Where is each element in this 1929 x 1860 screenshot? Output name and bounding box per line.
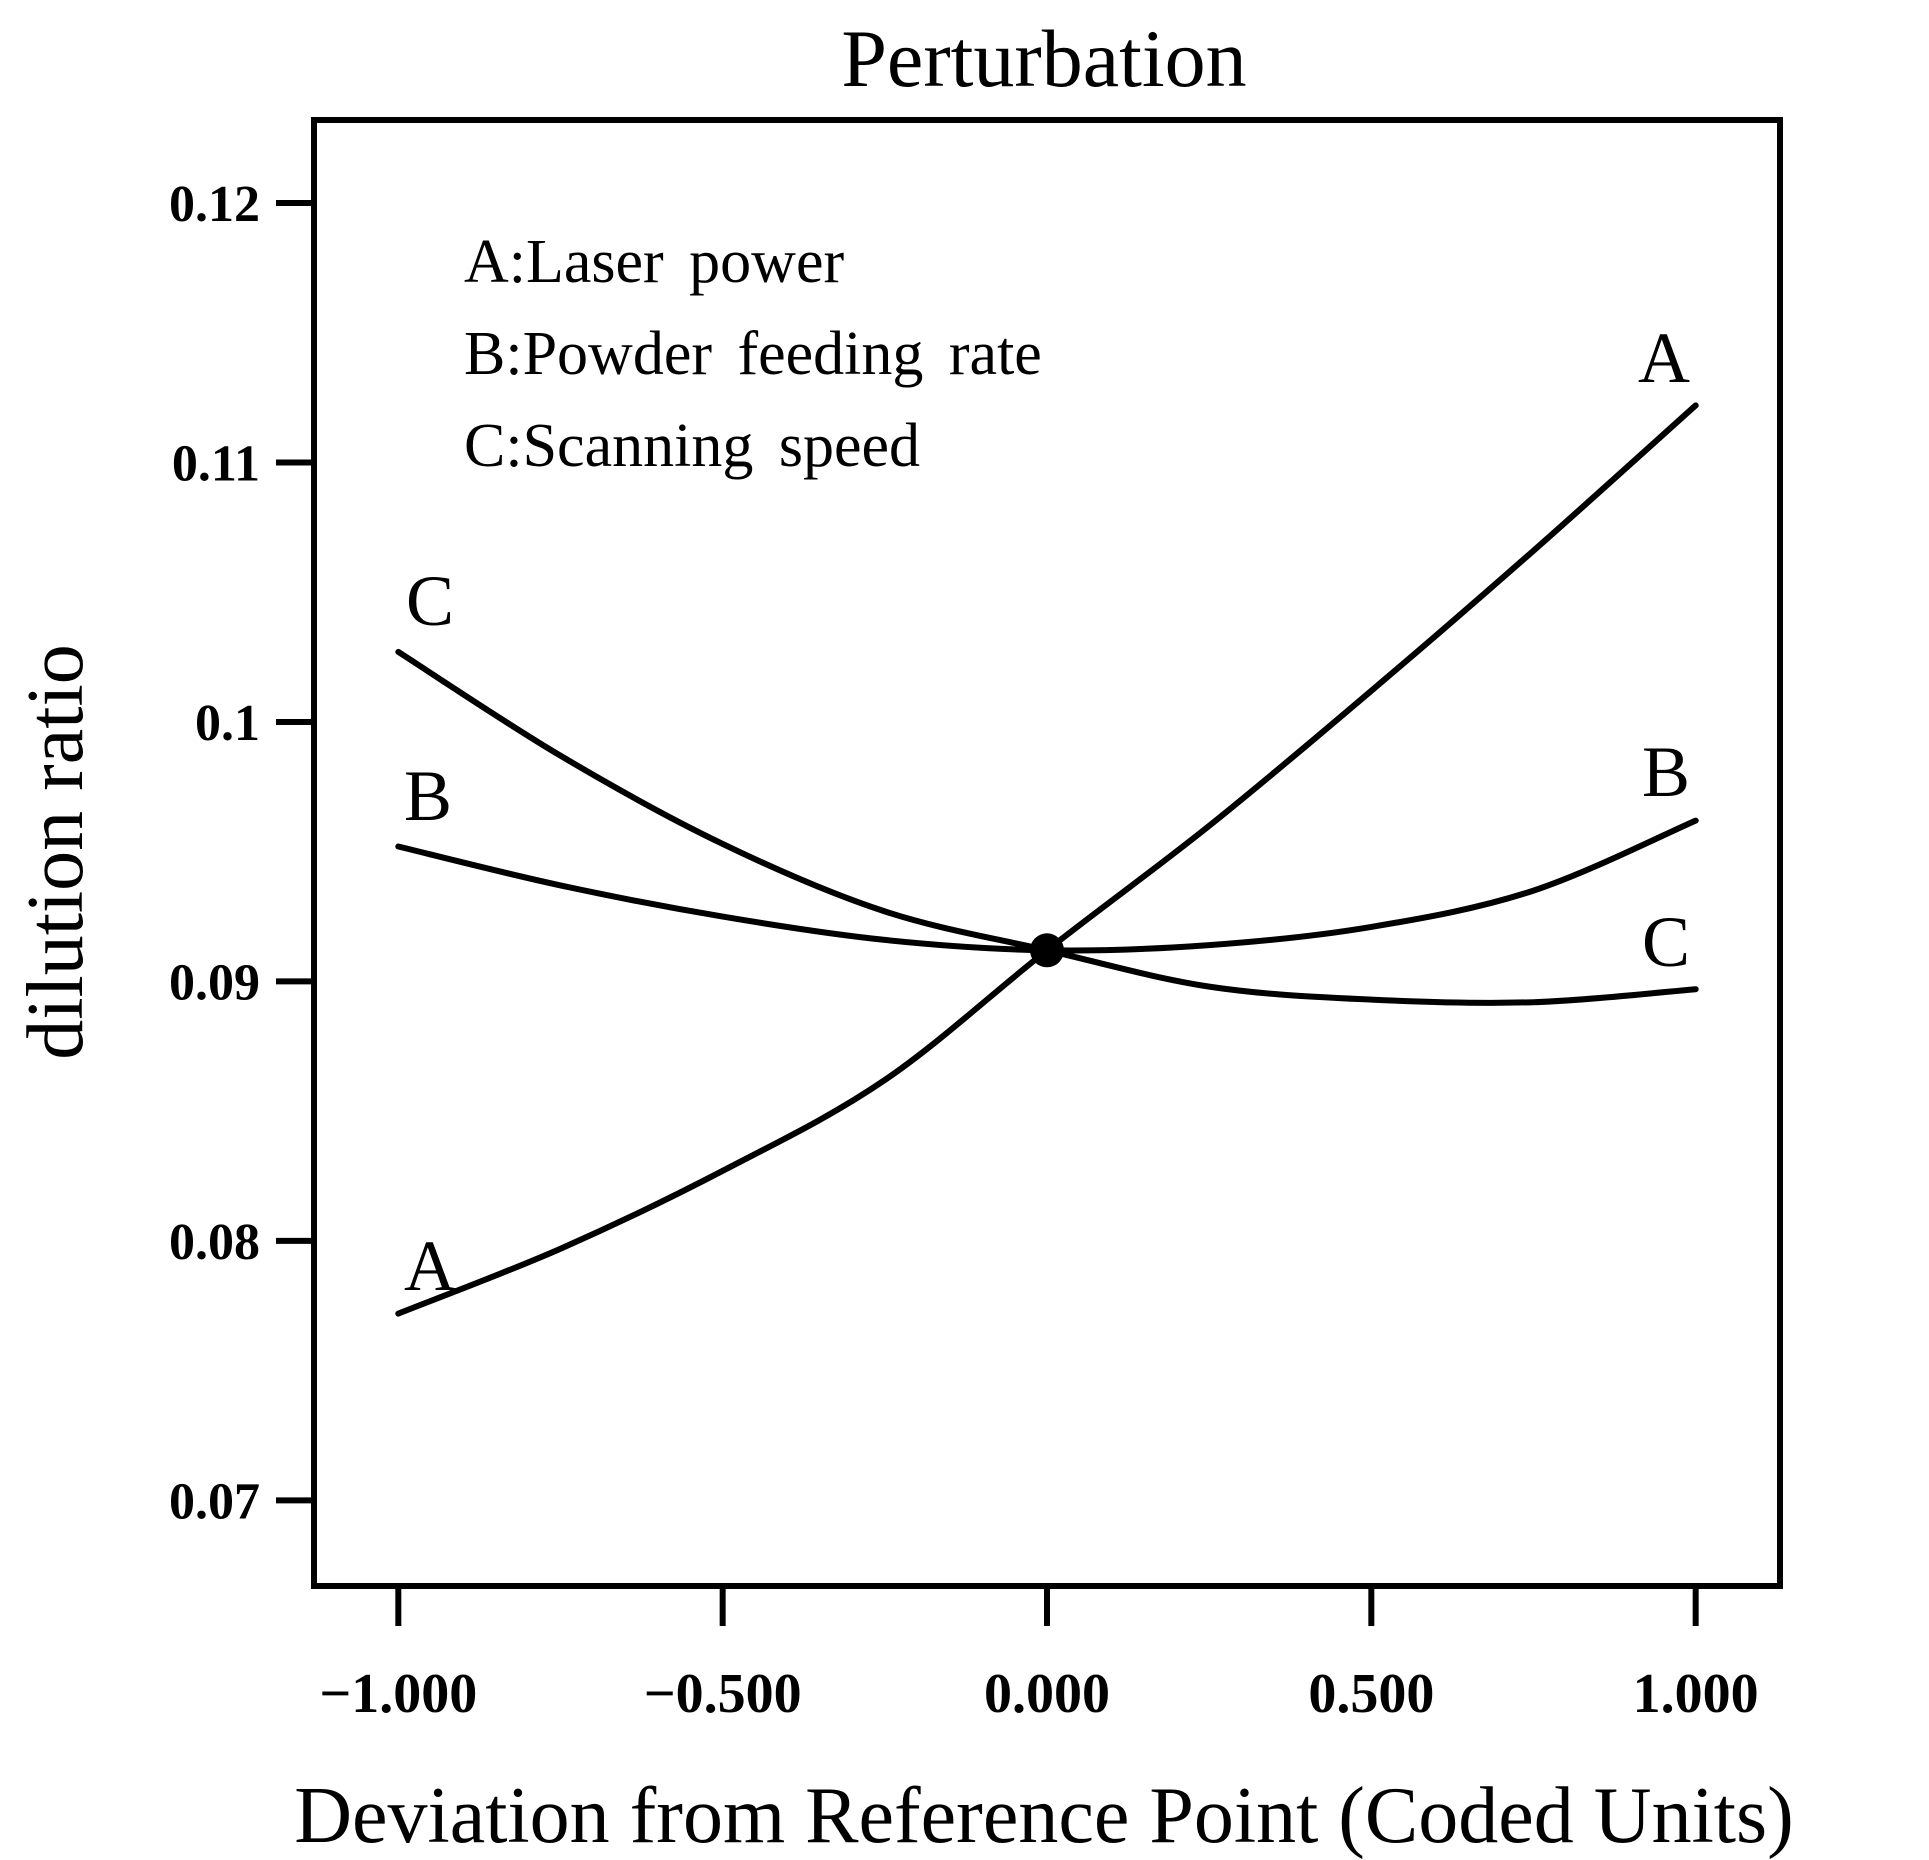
series-line-a <box>395 402 1699 1317</box>
legend-entry-b: B:Powder feeding rate <box>464 320 1042 388</box>
curve-label-left-c: C <box>406 561 454 641</box>
y-tick-label: 0.12 <box>169 176 260 233</box>
y-tick-label: 0.1 <box>195 695 260 752</box>
y-tick-label: 0.09 <box>169 954 260 1011</box>
x-axis-title: Deviation from Reference Point (Coded Un… <box>294 1772 1794 1860</box>
curve-label-right-a: A <box>1638 318 1690 398</box>
y-axis-title: dilution ratio <box>12 644 100 1060</box>
x-tick-label: 1.000 <box>1633 1663 1759 1725</box>
y-tick-label: 0.07 <box>169 1473 260 1530</box>
curve-labels: C B A A B C <box>404 318 1690 1306</box>
x-tick-label: −0.500 <box>644 1663 802 1725</box>
chart-title: Perturbation <box>841 13 1246 104</box>
curve-label-right-b: B <box>1642 732 1690 812</box>
series-lines <box>395 402 1699 1317</box>
y-tick-label: 0.11 <box>172 435 260 492</box>
y-tick-label: 0.08 <box>169 1214 260 1271</box>
legend: A:Laser power B:Powder feeding rate C:Sc… <box>464 228 1042 480</box>
curve-label-left-b: B <box>404 756 452 836</box>
curve-label-left-a: A <box>404 1226 456 1306</box>
x-tick-label: −1.000 <box>319 1663 477 1725</box>
series-line-b <box>395 817 1699 954</box>
legend-entry-a: A:Laser power <box>464 228 844 296</box>
reference-point-marker <box>1030 933 1064 968</box>
curve-label-right-c: C <box>1642 902 1690 982</box>
x-tick-label: 0.500 <box>1308 1663 1434 1725</box>
legend-entry-c: C:Scanning speed <box>464 412 920 480</box>
y-axis: 0.07 0.08 0.09 0.1 0.11 0.12 <box>169 176 314 1530</box>
x-axis: −1.000 −0.500 0.000 0.500 1.000 <box>319 1586 1759 1725</box>
x-tick-label: 0.000 <box>984 1663 1110 1725</box>
